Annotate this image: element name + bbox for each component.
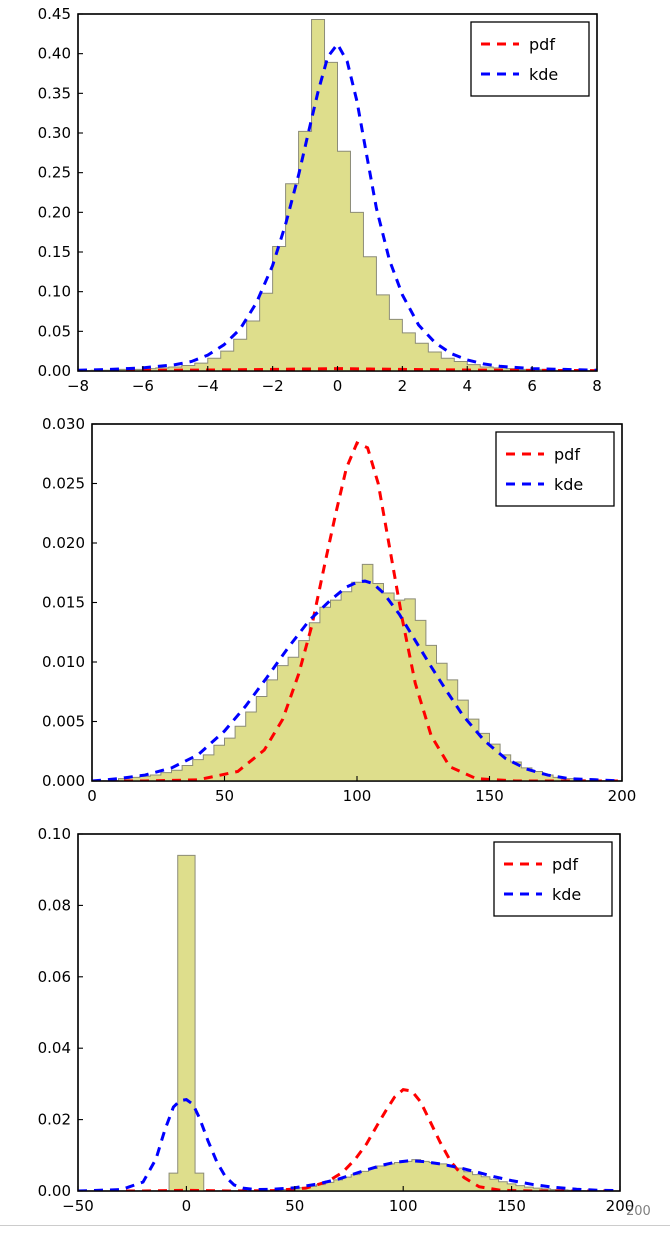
y-tick-label: 0.40 xyxy=(38,45,71,63)
y-tick-label: 0.030 xyxy=(42,415,85,433)
y-tick-label: 0.015 xyxy=(42,594,85,612)
y-tick-label: 0.35 xyxy=(38,84,71,102)
y-tick-label: 0.45 xyxy=(38,5,71,23)
x-tick-label: −50 xyxy=(62,1197,94,1215)
x-tick-label: 6 xyxy=(527,377,537,395)
legend[interactable]: pdf kde xyxy=(493,841,613,917)
y-tick-label: 0.05 xyxy=(38,322,71,340)
x-tick-label: 150 xyxy=(475,787,504,805)
x-tick-label: 100 xyxy=(343,787,372,805)
y-tick-label: 0.00 xyxy=(38,362,71,380)
chart-panel-cauchy: −8 −6 −4 −2 0 2 4 6 8 0.00 0.05 0.10 0.15 0.20 0.25 0.3… xyxy=(0,0,670,410)
y-tick-label: 0.00 xyxy=(38,1182,71,1200)
x-tick-label: −8 xyxy=(67,377,89,395)
panel-mixture-svg: −50 0 50 100 150 200 0.00 0.02 0.04 0.06 0.08 0.10 p… xyxy=(38,825,651,1219)
x-tick-label: 4 xyxy=(462,377,472,395)
y-tick-label: 0.08 xyxy=(38,896,71,914)
y-tick-label: 0.10 xyxy=(38,825,71,843)
y-tick-label: 0.30 xyxy=(38,124,71,142)
plot-frame-outline xyxy=(77,833,621,1192)
x-tick-label: 150 xyxy=(497,1197,526,1215)
legend-box xyxy=(493,841,613,917)
chart-panel-mixture: −50 0 50 100 150 200 0.00 0.02 0.04 0.06 0.08 0.10 p… xyxy=(0,820,670,1234)
y-tick-label: 0.25 xyxy=(38,164,71,182)
x-tick-label: 100 xyxy=(389,1197,418,1215)
x-tick-label: 50 xyxy=(285,1197,304,1215)
x-tick-label: −2 xyxy=(262,377,284,395)
y-tick-label: 0.020 xyxy=(42,534,85,552)
y-tick-label: 0.04 xyxy=(38,1039,71,1057)
x-tick-label: 50 xyxy=(215,787,234,805)
y-tick-label: 0.02 xyxy=(38,1111,71,1129)
x-tick-label: 2 xyxy=(398,377,408,395)
legend-box xyxy=(495,431,615,507)
histogram-bars xyxy=(118,563,586,781)
panel-cauchy-svg: −8 −6 −4 −2 0 2 4 6 8 0.00 0.05 0.10 0.15 0.20 0.25 0.3… xyxy=(38,5,602,395)
legend-entry-pdf-label: pdf xyxy=(552,855,578,874)
legend[interactable]: pdf kde xyxy=(470,21,590,97)
curve-kde xyxy=(92,579,622,781)
y-tick-label: 0.025 xyxy=(42,475,85,493)
y-tick-label: 0.06 xyxy=(38,968,71,986)
y-tick-label: 0.000 xyxy=(42,772,85,790)
y-tick-label: 0.20 xyxy=(38,203,71,221)
chart-panel-normal: 0 50 100 150 200 0.000 0.005 0.010 0.015 0.020 0.0… xyxy=(0,410,670,820)
x-tick-label: 0 xyxy=(87,787,97,805)
x-tick-label: −6 xyxy=(132,377,154,395)
overlapping-tick-artifact: 200 xyxy=(626,1204,651,1219)
x-tick-label: 0 xyxy=(182,1197,192,1215)
x-tick-label: 0 xyxy=(333,377,343,395)
legend-box xyxy=(470,21,590,97)
legend-entry-kde-label: kde xyxy=(554,475,583,494)
y-tick-label: 0.010 xyxy=(42,653,85,671)
x-tick-label: 200 xyxy=(608,787,637,805)
y-tick-label: 0.005 xyxy=(42,713,85,731)
y-tick-label: 0.15 xyxy=(38,243,71,261)
curve-pdf xyxy=(92,441,622,781)
x-tick-label: 200 xyxy=(606,1197,635,1215)
histogram-bars xyxy=(90,19,572,371)
curve-kde xyxy=(78,41,597,371)
data-layer xyxy=(92,441,622,781)
legend[interactable]: pdf kde xyxy=(495,431,615,507)
legend-entry-pdf-label: pdf xyxy=(554,445,580,464)
x-tick-label: 8 xyxy=(592,377,602,395)
bottom-divider-rule xyxy=(0,1225,670,1226)
panel-normal-svg: 0 50 100 150 200 0.000 0.005 0.010 0.015 0.020 0.0… xyxy=(42,415,637,805)
y-tick-label: 0.10 xyxy=(38,283,71,301)
legend-entry-kde-label: kde xyxy=(552,885,581,904)
legend-entry-kde-label: kde xyxy=(529,65,558,84)
x-tick-label: −4 xyxy=(197,377,219,395)
legend-entry-pdf-label: pdf xyxy=(529,35,555,54)
